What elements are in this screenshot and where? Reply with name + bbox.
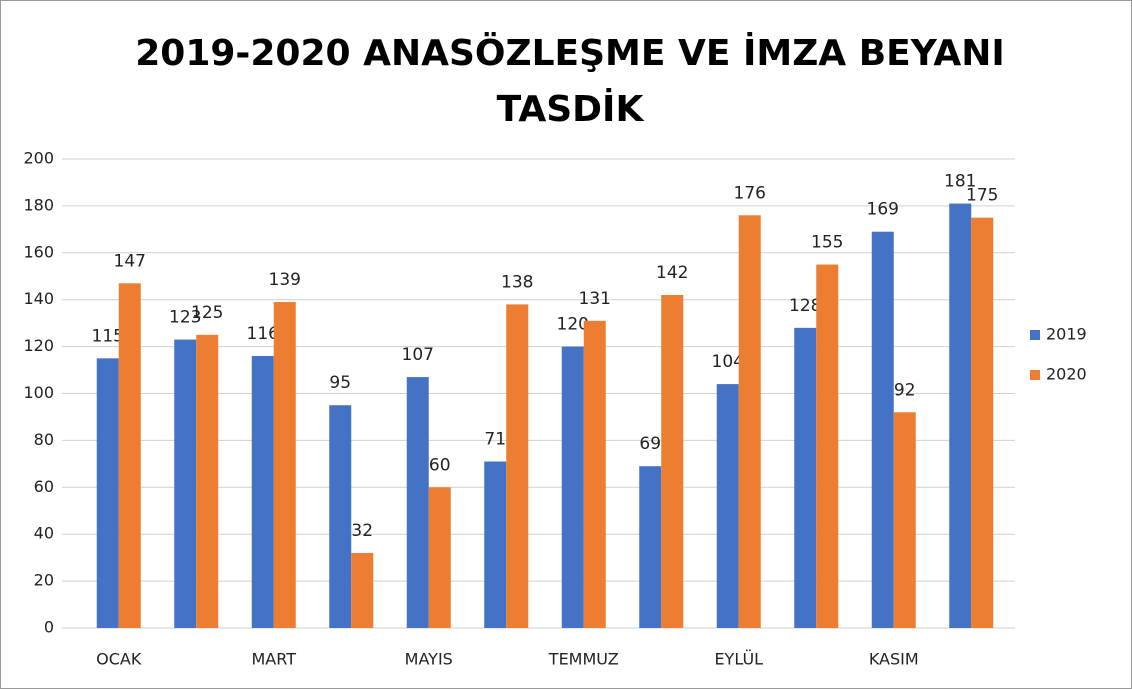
bar [639,466,662,628]
x-tick-label: KASIM [869,650,919,669]
data-label: 107 [402,345,434,365]
data-label: 104 [712,352,744,372]
data-label: 125 [191,303,223,323]
y-tick-label: 0 [44,618,54,637]
data-label: 115 [92,326,124,346]
y-tick-label: 80 [34,430,54,449]
bar [196,334,219,628]
data-label: 138 [501,272,533,292]
bar [971,217,994,628]
x-tick-label: MAYIS [405,650,453,669]
legend-swatch [1030,330,1040,340]
data-label: 69 [639,434,661,454]
data-label: 60 [429,455,451,475]
data-label: 128 [789,296,821,316]
bar [816,264,839,628]
bar [118,283,141,628]
data-label: 175 [966,186,998,206]
data-label: 120 [557,315,589,335]
data-label: 32 [351,521,373,541]
bar [329,405,352,628]
y-tick-label: 180 [23,195,54,214]
bar [949,203,972,628]
y-tick-label: 140 [23,289,54,308]
data-label: 95 [329,373,351,393]
y-tick-label: 200 [23,149,54,168]
bar [351,552,374,628]
bar [174,339,197,628]
chart-title: 2019-2020 ANASÖZLEŞME VE İMZA BEYANI TAS… [135,33,1005,130]
data-label: 176 [734,183,766,203]
data-label: 71 [484,430,506,450]
data-label: 142 [656,263,688,283]
x-tick-label: EYLÜL [714,650,763,669]
bar [871,231,894,628]
bar [251,355,274,628]
bar [406,377,429,628]
bar [661,295,684,628]
y-tick-label: 160 [23,242,54,261]
data-label: 131 [579,289,611,309]
data-label: 92 [894,380,916,400]
y-tick-label: 60 [34,477,54,496]
bar [273,302,296,628]
bar [583,320,606,628]
data-label: 123 [169,308,201,328]
bar [96,358,119,628]
data-label: 155 [811,233,843,253]
data-label: 116 [247,324,279,344]
bar [484,461,507,628]
y-tick-label: 20 [34,571,54,590]
x-tick-label: OCAK [96,650,142,669]
legend-label: 2020 [1046,365,1087,384]
data-label: 181 [944,172,976,192]
bar [428,487,451,628]
x-tick-label: MART [252,650,297,669]
data-label: 169 [867,200,899,220]
y-tick-label: 40 [34,524,54,543]
data-label: 139 [269,270,301,290]
bar [561,346,584,628]
y-tick-label: 120 [23,336,54,355]
bar [738,215,761,628]
bar [506,304,529,628]
y-tick-label: 100 [23,383,54,402]
bar [794,327,817,628]
legend-swatch [1030,370,1040,380]
bar [893,412,916,628]
x-tick-label: TEMMUZ [548,650,619,669]
legend-label: 2019 [1046,325,1087,344]
bar [716,384,739,628]
data-label: 147 [114,251,146,271]
